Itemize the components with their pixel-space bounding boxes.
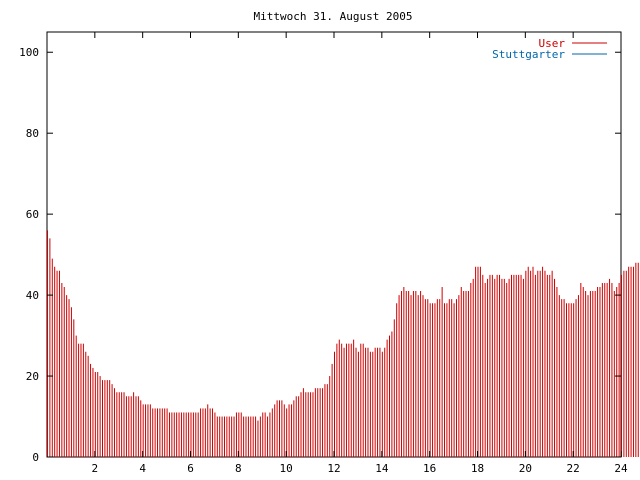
x-tick-label: 14 [375, 462, 389, 475]
bars-user [47, 230, 639, 457]
x-tick-label: 2 [92, 462, 99, 475]
x-tick-label: 16 [423, 462, 436, 475]
x-tick-label: 10 [280, 462, 293, 475]
y-tick-label: 60 [26, 208, 39, 221]
x-tick-label: 20 [519, 462, 532, 475]
x-tick-label: 4 [139, 462, 146, 475]
y-axis: 0 20 40 60 80 100 [19, 46, 621, 464]
chart-title: Mittwoch 31. August 2005 [254, 10, 413, 23]
y-tick-label: 0 [32, 451, 39, 464]
x-tick-label: 18 [471, 462, 484, 475]
x-tick-label: 12 [327, 462, 340, 475]
x-tick-label: 8 [235, 462, 242, 475]
x-axis: 2 4 6 8 10 12 14 16 18 20 22 24 [92, 32, 628, 475]
legend-label: User [539, 37, 566, 50]
y-tick-label: 40 [26, 289, 39, 302]
y-tick-label: 20 [26, 370, 39, 383]
x-tick-label: 22 [567, 462, 580, 475]
y-tick-label: 100 [19, 46, 39, 59]
y-tick-label: 80 [26, 127, 39, 140]
x-tick-label: 6 [187, 462, 194, 475]
x-tick-label: 24 [614, 462, 628, 475]
legend-label: Stuttgarter [492, 48, 565, 61]
